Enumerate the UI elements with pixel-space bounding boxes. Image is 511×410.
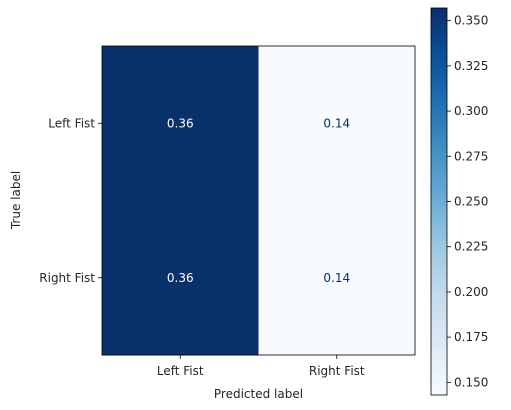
heatmap-cell: [102, 200, 259, 356]
y-tick-label: Left Fist: [48, 116, 95, 130]
colorbar-tick-label: 0.350: [454, 14, 488, 28]
plot-frame: [101, 45, 416, 356]
colorbar-tick-label: 0.150: [454, 375, 488, 389]
heatmap-cells: [102, 46, 416, 356]
cell-value-label: 0.14: [323, 271, 350, 285]
y-axis-label: True label: [9, 171, 23, 230]
cell-value-label: 0.14: [323, 116, 350, 130]
colorbar-tick-label: 0.225: [454, 240, 488, 254]
colorbar-ticks: 0.150 0.175 0.200 0.225 0.250 0.275 0.300 0.325…: [447, 14, 488, 389]
heatmap-cell: [258, 200, 416, 356]
colorbar-tick-label: 0.275: [454, 149, 488, 163]
colorbar-tick-label: 0.200: [454, 285, 488, 299]
x-tick-label: Right Fist: [309, 364, 365, 378]
colorbar-tick-label: 0.300: [454, 104, 488, 118]
colorbar-tick-label: 0.325: [454, 59, 488, 73]
cell-value-labels: 0.36 0.14 0.36 0.14: [167, 116, 350, 285]
x-tick-label: Left Fist: [157, 364, 204, 378]
y-tick-label: Right Fist: [39, 271, 95, 285]
x-axis-ticks: Left Fist Right Fist: [157, 355, 365, 378]
heatmap-cell: [258, 46, 416, 201]
colorbar-tick-label: 0.175: [454, 330, 488, 344]
heatmap-cell: [102, 46, 259, 201]
cell-value-label: 0.36: [167, 116, 194, 130]
cell-value-label: 0.36: [167, 271, 194, 285]
y-axis-ticks: Left Fist Right Fist: [39, 116, 102, 285]
x-axis-label: Predicted label: [214, 387, 303, 401]
colorbar-tick-label: 0.250: [454, 195, 488, 209]
colorbar: [430, 7, 448, 396]
